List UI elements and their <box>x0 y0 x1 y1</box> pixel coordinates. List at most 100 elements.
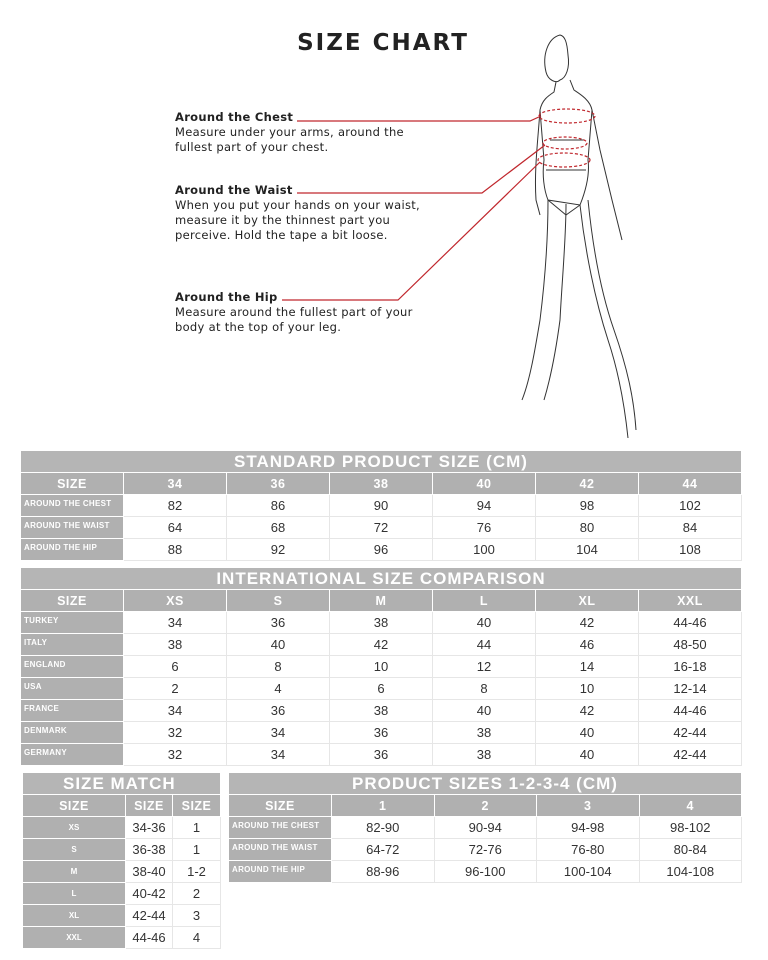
row-label: GERMANY <box>20 743 124 766</box>
row-label: XS <box>22 816 126 839</box>
table-cell: 6 <box>329 677 433 700</box>
table-cell: 100-104 <box>536 860 640 883</box>
table-cell: 1 <box>171 838 222 861</box>
table-cell: 10 <box>535 677 639 700</box>
table-cell: 84 <box>638 516 742 539</box>
table-cell: 12 <box>432 655 536 678</box>
table-cell: 38 <box>123 633 227 656</box>
row-label: AROUND THE HIP <box>228 860 332 883</box>
measurement-guides <box>282 108 596 301</box>
table-cell: 90-94 <box>433 816 537 839</box>
guide-text: body at the top of your leg. <box>175 320 342 334</box>
table-cell: 1 <box>171 816 222 839</box>
column-header: SIZE <box>171 794 222 817</box>
guide-text: measure it by the thinnest part you <box>175 213 391 227</box>
row-label: M <box>22 860 126 883</box>
table-cell: 64-72 <box>331 838 435 861</box>
table-cell: 38 <box>329 699 433 722</box>
column-header: 44 <box>638 472 742 495</box>
table-row: AROUND THE WAIST 64-72 72-76 76-80 80-84 <box>228 838 742 861</box>
table-cell: 10 <box>329 655 433 678</box>
column-header: 4 <box>638 794 742 817</box>
table-caption: SIZE MATCH <box>21 772 222 795</box>
row-label: S <box>22 838 126 861</box>
column-header: 42 <box>535 472 639 495</box>
standard-product-size-table: STANDARD PRODUCT SIZE (CM) SIZE 34 36 38 40 42… <box>20 450 742 561</box>
guide-heading: Around the Chest <box>175 110 294 124</box>
guide-heading: Around the Waist <box>175 183 293 197</box>
table-cell: 2 <box>123 677 227 700</box>
column-header: 36 <box>226 472 330 495</box>
table-cell: 14 <box>535 655 639 678</box>
table-cell: 34 <box>123 611 227 634</box>
table-row: FRANCE 34 36 38 40 42 44-46 <box>20 699 742 722</box>
table-row: L 40-42 2 <box>22 882 222 905</box>
table-cell: 40 <box>535 743 639 766</box>
table-row: AROUND THE CHEST 82-90 90-94 94-98 98-102 <box>228 816 742 839</box>
row-label: FRANCE <box>20 699 124 722</box>
table-cell: 94-98 <box>536 816 640 839</box>
table-cell: 40 <box>432 611 536 634</box>
table-row: DENMARK 32 34 36 38 40 42-44 <box>20 721 742 744</box>
row-label: AROUND THE WAIST <box>228 838 332 861</box>
table-caption: STANDARD PRODUCT SIZE (CM) <box>20 450 742 473</box>
table-cell: 44-46 <box>638 611 742 634</box>
column-header: S <box>226 589 330 612</box>
international-size-comparison-table: INTERNATIONAL SIZE COMPARISON SIZE XS S M L XL… <box>20 567 742 766</box>
table-cell: 8 <box>226 655 330 678</box>
table-row: AROUND THE HIP 88-96 96-100 100-104 104-108 <box>228 860 742 883</box>
table-cell: 8 <box>432 677 536 700</box>
table-cell: 36 <box>329 721 433 744</box>
guide-text: Measure around the fullest part of your <box>175 305 413 319</box>
table-cell: 34 <box>226 721 330 744</box>
table-cell: 72-76 <box>433 838 537 861</box>
table-cell: 82-90 <box>331 816 435 839</box>
body-figure-illustration <box>282 34 637 439</box>
table-cell: 36 <box>329 743 433 766</box>
table-cell: 44-46 <box>638 699 742 722</box>
table-cell: 94 <box>432 494 536 517</box>
table-cell: 92 <box>226 538 330 561</box>
row-label: XL <box>22 904 126 927</box>
table-cell: 72 <box>329 516 433 539</box>
header-row: SIZE XS S M L XL XXL <box>20 589 742 612</box>
table-cell: 42 <box>535 699 639 722</box>
table-cell: 88 <box>123 538 227 561</box>
column-header: 40 <box>432 472 536 495</box>
guide-chest: Around the Chest Measure under your arms… <box>175 110 404 155</box>
table-cell: 42-44 <box>125 904 173 927</box>
row-label: XXL <box>22 926 126 949</box>
guide-text: When you put your hands on your waist, <box>175 198 420 212</box>
table-cell: 6 <box>123 655 227 678</box>
guide-text: perceive. Hold the tape a bit loose. <box>175 228 388 242</box>
column-header: XXL <box>638 589 742 612</box>
table-cell: 40 <box>535 721 639 744</box>
table-row: AROUND THE WAIST 64 68 72 76 80 84 <box>20 516 742 539</box>
header-row: SIZE 1 2 3 4 <box>228 794 742 817</box>
header-row: SIZE SIZE SIZE <box>22 794 222 817</box>
table-cell: 34 <box>226 743 330 766</box>
guide-hip: Around the Hip Measure around the fulles… <box>175 290 413 335</box>
guide-text: Measure under your arms, around the <box>175 125 404 139</box>
product-sizes-table: PRODUCT SIZES 1-2-3-4 (CM) SIZE 1 2 3 4 AROUND… <box>228 772 742 883</box>
column-header: XL <box>535 589 639 612</box>
table-cell: 90 <box>329 494 433 517</box>
table-row: S 36-38 1 <box>22 838 222 861</box>
table-caption: INTERNATIONAL SIZE COMPARISON <box>20 567 742 590</box>
table-cell: 100 <box>432 538 536 561</box>
table-cell: 108 <box>638 538 742 561</box>
table-cell: 82 <box>123 494 227 517</box>
table-cell: 32 <box>123 743 227 766</box>
table-cell: 38-40 <box>125 860 173 883</box>
column-header: SIZE <box>228 794 332 817</box>
column-header: 34 <box>123 472 227 495</box>
table-cell: 42 <box>535 611 639 634</box>
column-header: XS <box>123 589 227 612</box>
column-header: 38 <box>329 472 433 495</box>
table-cell: 76 <box>432 516 536 539</box>
row-label: ITALY <box>20 633 124 656</box>
table-row: AROUND THE HIP 88 92 96 100 104 108 <box>20 538 742 561</box>
table-row: USA 2 4 6 8 10 12-14 <box>20 677 742 700</box>
row-label: USA <box>20 677 124 700</box>
table-cell: 40 <box>432 699 536 722</box>
